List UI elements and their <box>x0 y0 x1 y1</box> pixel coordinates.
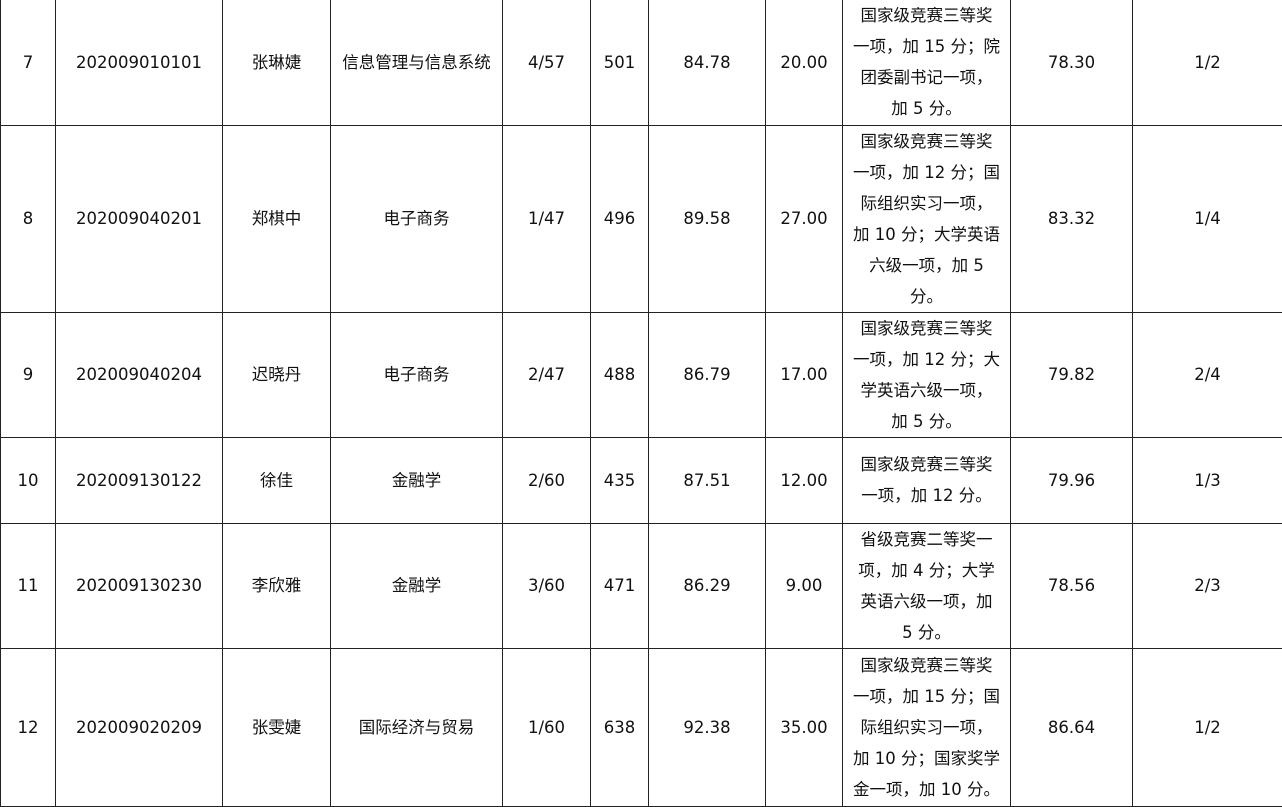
student-name-cell: 李欣雅 <box>223 523 331 648</box>
total-score-cell: 83.32 <box>1011 125 1133 312</box>
class-rank-cell: 2/47 <box>503 312 591 437</box>
student-name-cell: 张琳婕 <box>223 0 331 125</box>
score-a-cell: 435 <box>591 437 649 523</box>
total-score-cell: 79.96 <box>1011 437 1133 523</box>
bonus-points-cell: 12.00 <box>766 437 843 523</box>
student-id-cell: 202009040201 <box>56 125 223 312</box>
student-id-cell: 202009130122 <box>56 437 223 523</box>
total-score-cell: 79.82 <box>1011 312 1133 437</box>
bonus-description-cell: 国家级竞赛三等奖一项，加 15 分；院团委副书记一项，加 5 分。 <box>843 0 1011 125</box>
score-a-cell: 496 <box>591 125 649 312</box>
major-cell: 电子商务 <box>331 125 503 312</box>
ratio-cell: 2/4 <box>1133 312 1282 437</box>
total-score-cell: 78.30 <box>1011 0 1133 125</box>
student-id-cell: 202009130230 <box>56 523 223 648</box>
row-number-cell: 8 <box>1 125 56 312</box>
bonus-description-cell: 省级竞赛二等奖一项，加 4 分；大学英语六级一项，加 5 分。 <box>843 523 1011 648</box>
class-rank-cell: 4/57 <box>503 0 591 125</box>
major-cell: 电子商务 <box>331 312 503 437</box>
bonus-description-cell: 国家级竞赛三等奖一项，加 12 分；大学英语六级一项，加 5 分。 <box>843 312 1011 437</box>
score-b-cell: 87.51 <box>649 437 766 523</box>
ratio-cell: 1/2 <box>1133 0 1282 125</box>
score-b-cell: 86.79 <box>649 312 766 437</box>
student-id-cell: 202009010101 <box>56 0 223 125</box>
score-a-cell: 471 <box>591 523 649 648</box>
bonus-points-cell: 20.00 <box>766 0 843 125</box>
row-number-cell: 12 <box>1 648 56 806</box>
bonus-points-cell: 35.00 <box>766 648 843 806</box>
score-b-cell: 92.38 <box>649 648 766 806</box>
student-name-cell: 张雯婕 <box>223 648 331 806</box>
bonus-description-cell: 国家级竞赛三等奖一项，加 15 分；国际组织实习一项，加 10 分；国家奖学金一… <box>843 648 1011 806</box>
ratio-cell: 1/2 <box>1133 648 1282 806</box>
major-cell: 金融学 <box>331 523 503 648</box>
ratio-cell: 1/4 <box>1133 125 1282 312</box>
class-rank-cell: 3/60 <box>503 523 591 648</box>
bonus-description-cell: 国家级竞赛三等奖一项，加 12 分；国际组织实习一项，加 10 分；大学英语六级… <box>843 125 1011 312</box>
major-cell: 国际经济与贸易 <box>331 648 503 806</box>
student-name-cell: 迟晓丹 <box>223 312 331 437</box>
class-rank-cell: 1/47 <box>503 125 591 312</box>
student-id-cell: 202009020209 <box>56 648 223 806</box>
major-cell: 信息管理与信息系统 <box>331 0 503 125</box>
row-number-cell: 7 <box>1 0 56 125</box>
bonus-points-cell: 17.00 <box>766 312 843 437</box>
row-number-cell: 9 <box>1 312 56 437</box>
ratio-cell: 1/3 <box>1133 437 1282 523</box>
row-number-cell: 10 <box>1 437 56 523</box>
total-score-cell: 78.56 <box>1011 523 1133 648</box>
score-a-cell: 488 <box>591 312 649 437</box>
ratio-cell: 2/3 <box>1133 523 1282 648</box>
major-cell: 金融学 <box>331 437 503 523</box>
score-a-cell: 501 <box>591 0 649 125</box>
bonus-description-cell: 国家级竞赛三等奖一项，加 12 分。 <box>843 437 1011 523</box>
score-a-cell: 638 <box>591 648 649 806</box>
class-rank-cell: 1/60 <box>503 648 591 806</box>
bonus-points-cell: 9.00 <box>766 523 843 648</box>
student-id-cell: 202009040204 <box>56 312 223 437</box>
class-rank-cell: 2/60 <box>503 437 591 523</box>
score-b-cell: 89.58 <box>649 125 766 312</box>
student-name-cell: 郑棋中 <box>223 125 331 312</box>
bonus-points-cell: 27.00 <box>766 125 843 312</box>
score-b-cell: 84.78 <box>649 0 766 125</box>
score-b-cell: 86.29 <box>649 523 766 648</box>
total-score-cell: 86.64 <box>1011 648 1133 806</box>
student-name-cell: 徐佳 <box>223 437 331 523</box>
row-number-cell: 11 <box>1 523 56 648</box>
